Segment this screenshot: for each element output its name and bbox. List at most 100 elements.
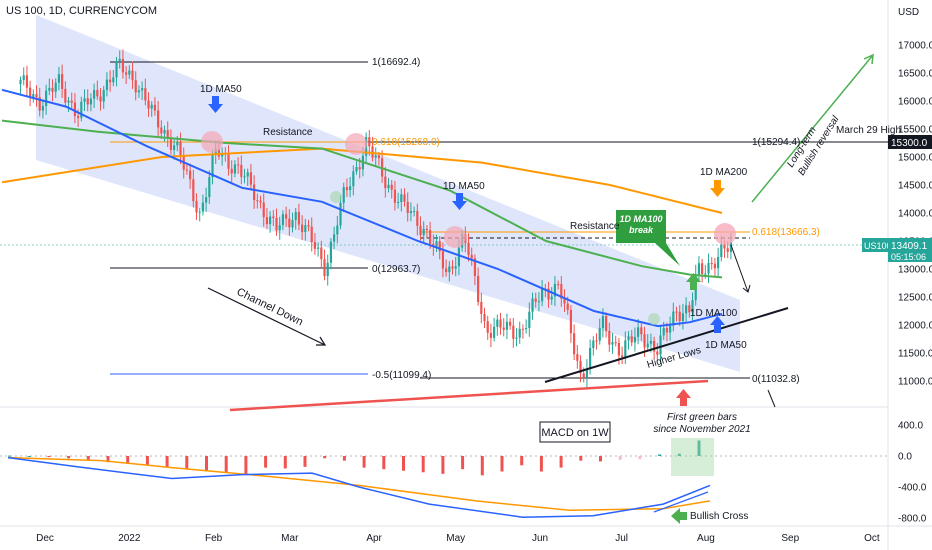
candle-body bbox=[496, 319, 499, 327]
candle-body bbox=[454, 266, 457, 269]
last-price-tag: 13409.1 05:15:06 bbox=[888, 238, 932, 262]
candle-body bbox=[157, 110, 160, 128]
macd-bar bbox=[658, 454, 662, 456]
ma200-arrow bbox=[710, 180, 725, 197]
green-bars-highlight bbox=[671, 438, 714, 476]
candle-body bbox=[614, 342, 617, 344]
candle-body bbox=[262, 202, 265, 218]
candle-body bbox=[505, 321, 509, 330]
candle-body bbox=[243, 176, 246, 178]
support-circle-1 bbox=[330, 191, 342, 203]
candle-body bbox=[163, 130, 166, 134]
candle-body bbox=[665, 328, 669, 333]
channel-down-arrow bbox=[207, 287, 326, 346]
macd-box: MACD on 1W bbox=[539, 421, 611, 443]
candle-body bbox=[672, 311, 675, 326]
chart-title: US 100, 1D, CURRENCYCOM bbox=[6, 5, 157, 17]
candle-body bbox=[499, 319, 502, 328]
candle-body bbox=[86, 98, 89, 105]
macd-label: MACD on 1W bbox=[541, 427, 609, 439]
fib-neg05-label: -0.5(11099.4) bbox=[372, 370, 431, 381]
candle-body bbox=[208, 177, 211, 198]
macd-bar bbox=[618, 456, 622, 460]
candle-body bbox=[339, 202, 342, 226]
candles-layer bbox=[19, 49, 733, 388]
macd-bar bbox=[283, 456, 287, 469]
macd-bar bbox=[599, 456, 602, 462]
last-price-text: 13409.1 bbox=[891, 241, 928, 252]
candle-body bbox=[509, 321, 512, 326]
macd-bar bbox=[402, 456, 405, 471]
level-tag: 15300.0 bbox=[888, 135, 932, 149]
candle-body bbox=[438, 241, 441, 252]
candle-body bbox=[608, 330, 611, 345]
macd-bar bbox=[461, 456, 465, 470]
candle-body bbox=[115, 60, 118, 78]
candle-body bbox=[502, 327, 505, 330]
ma100-break-callout: 1D MA100 break bbox=[616, 210, 680, 266]
ma50-arrow-c bbox=[710, 316, 725, 333]
candle-body bbox=[403, 194, 406, 202]
macd-tick: 0.0 bbox=[898, 452, 912, 463]
candle-body bbox=[595, 340, 598, 342]
candle-body bbox=[563, 298, 566, 304]
candle-body bbox=[227, 154, 230, 169]
macd-bar bbox=[677, 453, 681, 456]
candle-body bbox=[640, 327, 643, 335]
candle-body bbox=[416, 210, 419, 226]
candle-body bbox=[649, 340, 653, 344]
candle-body bbox=[173, 145, 176, 151]
macd-bar bbox=[303, 456, 307, 467]
candle-body bbox=[301, 224, 304, 233]
candle-body bbox=[669, 325, 672, 333]
candle-body bbox=[685, 305, 688, 314]
candle-body bbox=[201, 202, 205, 212]
candle-body bbox=[313, 242, 317, 249]
candle-body bbox=[598, 328, 601, 341]
candle-body bbox=[579, 360, 582, 374]
march-high-label: March 29 High bbox=[836, 125, 901, 136]
candle-body bbox=[697, 263, 701, 275]
ma200-label: 1D MA200 bbox=[700, 167, 748, 178]
candle-body bbox=[531, 298, 534, 312]
candle-body bbox=[525, 328, 528, 330]
candle-body bbox=[147, 100, 150, 109]
candle-body bbox=[195, 201, 198, 213]
macd-bar bbox=[264, 456, 268, 468]
candle-body bbox=[329, 241, 333, 263]
macd-tick: -800.0 bbox=[898, 514, 927, 525]
candle-body bbox=[333, 234, 336, 242]
candle-body bbox=[550, 296, 553, 300]
macd-bar bbox=[205, 456, 208, 472]
candle-body bbox=[41, 106, 45, 111]
candle-body bbox=[240, 164, 243, 177]
bullish-cross-label: Bullish Cross bbox=[690, 511, 748, 522]
candle-body bbox=[537, 301, 541, 303]
fib-1a-label: 1(16692.4) bbox=[372, 57, 420, 68]
candle-body bbox=[105, 79, 109, 90]
candle-body bbox=[582, 373, 585, 379]
time-tick: Sep bbox=[781, 533, 799, 544]
candle-body bbox=[611, 342, 614, 345]
candle-body bbox=[112, 77, 115, 83]
candle-body bbox=[48, 87, 51, 91]
time-tick: Feb bbox=[205, 533, 223, 544]
candle-body bbox=[384, 176, 387, 189]
price-tick: 16500.0 bbox=[898, 69, 932, 80]
candle-body bbox=[253, 184, 256, 201]
level-tag-text: 15300.0 bbox=[891, 138, 928, 149]
candle-body bbox=[630, 336, 633, 343]
candle-body bbox=[265, 217, 269, 225]
candle-body bbox=[35, 94, 38, 98]
candle-body bbox=[89, 98, 93, 105]
candle-body bbox=[390, 184, 393, 190]
candle-body bbox=[486, 321, 489, 333]
candle-body bbox=[176, 141, 179, 146]
price-tick: 14000.0 bbox=[898, 209, 932, 220]
candle-body bbox=[93, 89, 96, 99]
candle-body bbox=[393, 189, 397, 203]
candle-body bbox=[64, 88, 67, 103]
macd-bar bbox=[185, 456, 189, 470]
candle-body bbox=[285, 214, 288, 219]
